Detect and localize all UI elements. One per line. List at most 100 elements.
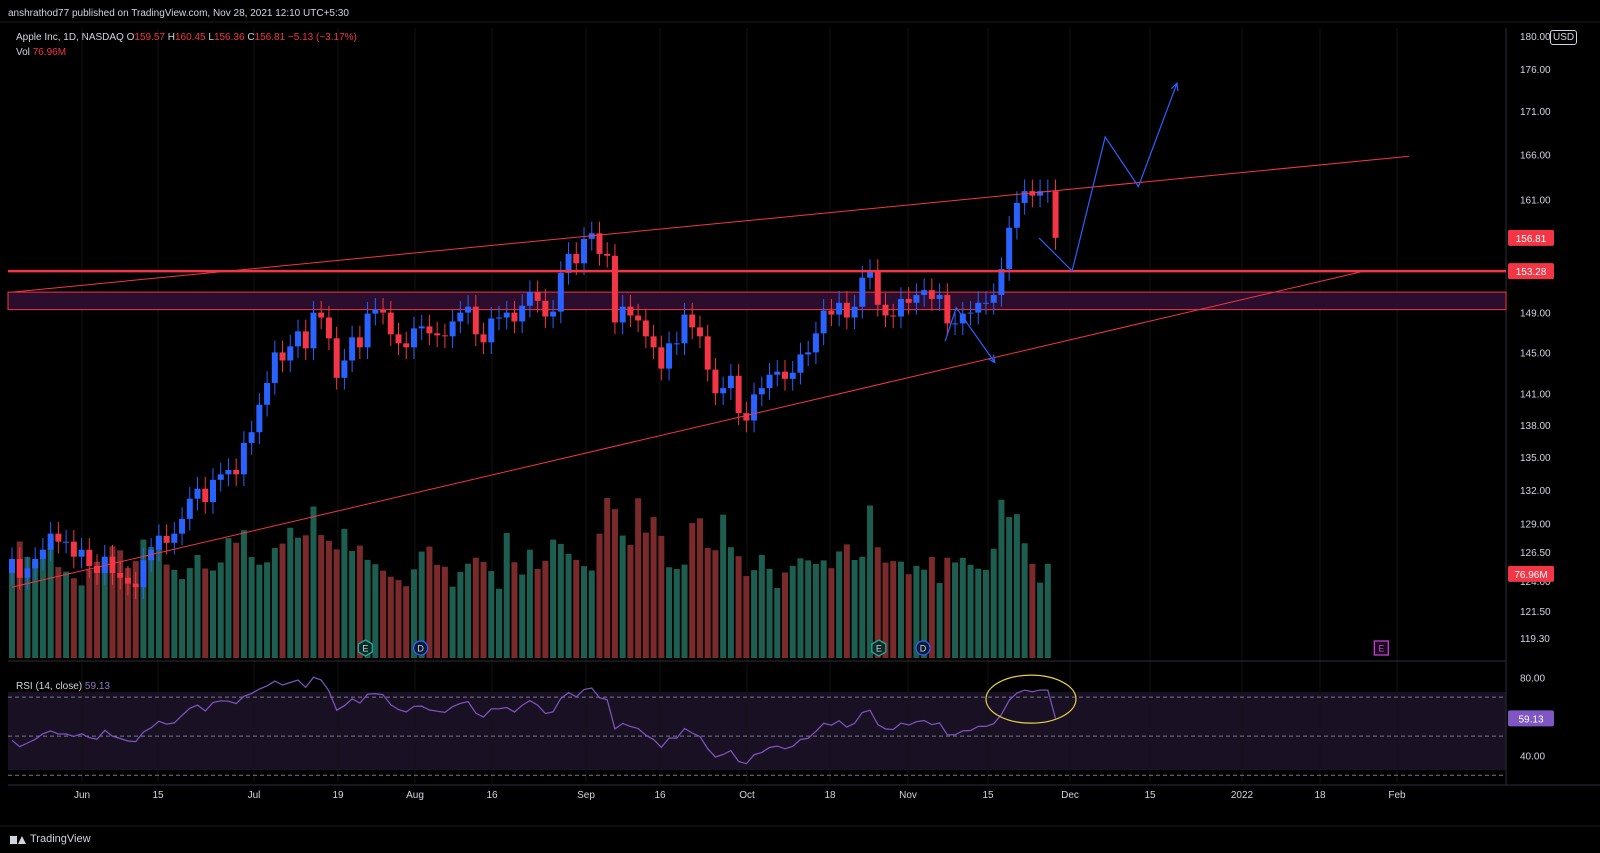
candle-body: [349, 337, 356, 361]
volume-bar: [16, 541, 23, 658]
level-price-badge-text: 153.28: [1516, 267, 1547, 278]
candle-body: [511, 312, 518, 322]
candle-body: [936, 295, 943, 299]
candle-body: [874, 270, 881, 305]
volume-bar: [998, 499, 1005, 658]
volume-bar: [441, 566, 448, 658]
time-tick-label: 15: [1144, 790, 1156, 801]
candle-body: [356, 337, 363, 348]
volume-bar: [295, 537, 302, 658]
volume-bar: [148, 547, 155, 658]
candle-body: [1052, 191, 1059, 238]
candle-body: [63, 541, 70, 543]
candle-body: [789, 372, 796, 379]
volume-bar: [1021, 543, 1028, 658]
price-tick-label: 132.00: [1520, 486, 1551, 497]
volume-bar: [78, 585, 85, 658]
volume-bar: [39, 549, 46, 658]
volume-bar: [627, 544, 634, 658]
candle-body: [264, 382, 271, 405]
last-price-badge-text: 156.81: [1516, 234, 1547, 245]
volume-bar: [202, 568, 209, 658]
volume-bar: [364, 559, 371, 658]
volume-bar: [619, 535, 626, 658]
candle-body: [225, 469, 232, 475]
volume-bar: [526, 549, 533, 658]
volume-bar: [843, 544, 850, 658]
earnings-marker-icon[interactable]: [871, 639, 887, 657]
candle-body: [797, 354, 804, 373]
volume-bar: [890, 561, 897, 658]
time-tick-label: 18: [824, 790, 836, 801]
candle-body: [573, 253, 580, 264]
volume-bar: [990, 548, 997, 658]
time-tick-label: 19: [332, 790, 344, 801]
last-price-badge: [1508, 229, 1554, 246]
candle-body: [16, 558, 23, 578]
earnings-marker-icon[interactable]: [357, 639, 374, 657]
volume-bar: [434, 564, 441, 658]
volume-bar: [333, 549, 340, 658]
volume-bar: [874, 547, 881, 658]
candle-body: [735, 375, 742, 414]
candle-body: [720, 388, 727, 394]
time-tick-label: Nov: [899, 790, 917, 801]
volume-bar: [457, 571, 464, 658]
candle-body: [975, 302, 982, 313]
candle-body: [967, 312, 974, 314]
rsi-value: 59.13: [84, 681, 110, 692]
volume-bar: [758, 554, 765, 658]
rsi-line: [11, 676, 1057, 765]
volume-bar: [410, 569, 417, 658]
symbol-name: Apple Inc, 1D, NASDAQ: [16, 32, 124, 43]
volume-bar: [418, 551, 425, 658]
candle-body: [117, 573, 124, 578]
candle-body: [758, 388, 765, 395]
candle-body: [882, 304, 889, 316]
candle-body: [503, 312, 510, 318]
volume-bar: [519, 574, 526, 658]
dividend-marker-icon[interactable]: [412, 640, 429, 656]
dividend-marker-icon[interactable]: [915, 640, 931, 656]
candle-body: [658, 347, 665, 369]
volume-bar: [341, 528, 348, 658]
time-tick-label: Feb: [1388, 790, 1406, 801]
volume-bar: [1037, 582, 1044, 658]
candle-body: [990, 295, 997, 303]
volume-bar: [287, 527, 294, 658]
volume-bar: [542, 560, 549, 658]
earnings-upcoming-marker-icon[interactable]: [1373, 640, 1389, 656]
volume-bar: [720, 514, 727, 658]
lower-trendline: [11, 270, 1365, 588]
volume-bar: [465, 563, 472, 658]
candle-body: [302, 331, 309, 349]
candle-body: [155, 535, 162, 550]
volume-bar: [681, 564, 688, 658]
candle-body: [611, 255, 618, 323]
volume-bar: [928, 556, 935, 658]
candle-body: [982, 302, 989, 304]
candle-body: [410, 328, 417, 348]
candle-body: [163, 535, 170, 543]
candle-body: [519, 305, 526, 322]
volume-bar: [604, 498, 611, 658]
volume-bar: [163, 564, 170, 658]
rsi-value-badge: [1508, 710, 1554, 727]
volume-bar: [132, 561, 139, 658]
candle-body: [828, 310, 835, 315]
price-tick-label: 126.50: [1520, 548, 1551, 559]
currency-badge[interactable]: USD: [1550, 30, 1578, 45]
volume-bar: [859, 556, 866, 658]
volume-bar: [380, 570, 387, 658]
price-tick-label: 121.50: [1520, 607, 1551, 618]
candle-body: [689, 314, 696, 328]
event-marker-label: D: [920, 644, 927, 654]
candle-body: [279, 352, 286, 361]
candle-body: [635, 315, 642, 321]
volume-bar: [186, 568, 193, 658]
candle-body: [812, 333, 819, 353]
volume-bar: [279, 543, 286, 658]
volume-bar: [9, 559, 15, 658]
volume-bar: [94, 561, 101, 658]
